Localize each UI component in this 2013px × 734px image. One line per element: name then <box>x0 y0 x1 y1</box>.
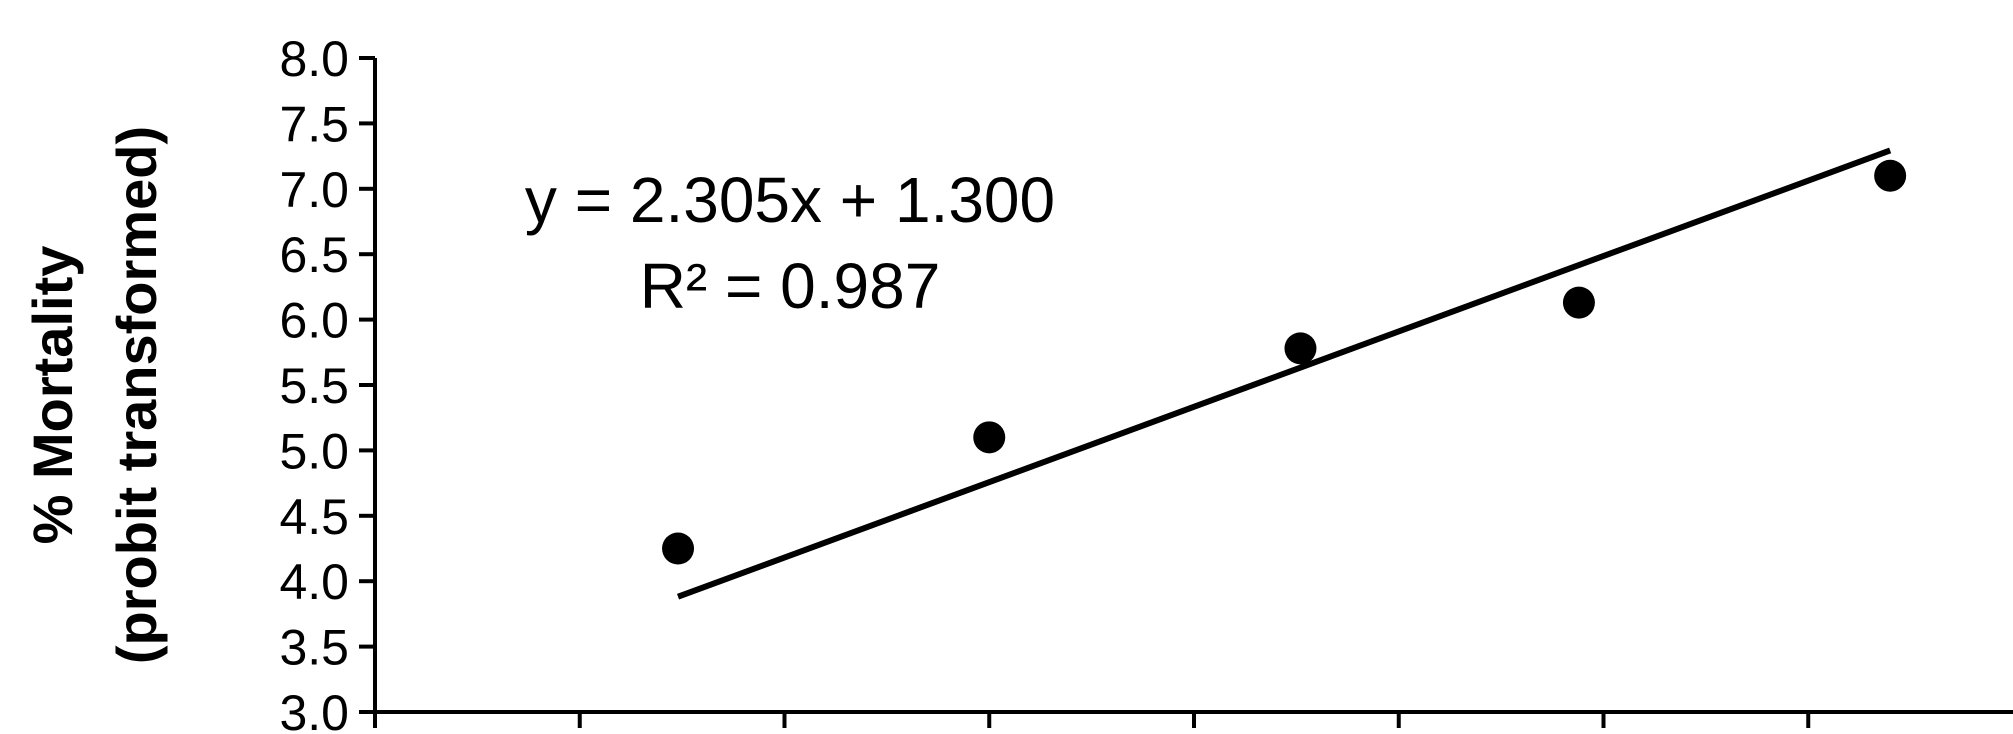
data-point <box>1874 159 1907 192</box>
y-ticks: 8.0 7.5 7.0 6.5 6.0 5.5 5.0 4.5 4.0 3.5 3.0 <box>279 31 375 734</box>
data-point <box>1284 332 1317 365</box>
data-point <box>1562 286 1595 319</box>
trendline-equation: y = 2.305x + 1.300 <box>525 164 1055 236</box>
axes <box>373 58 2013 714</box>
y-tick-label: 5.0 <box>279 423 349 479</box>
y-tick-label: 6.5 <box>279 227 349 283</box>
y-tick-label: 3.5 <box>279 620 349 676</box>
data-points <box>662 159 1907 565</box>
y-tick-label: 5.5 <box>279 358 349 414</box>
y-tick-label: 8.0 <box>279 31 349 87</box>
y-tick-label: 7.5 <box>279 96 349 152</box>
y-axis-label-line2: (probit transformed) <box>105 126 168 664</box>
y-tick-label: 3.0 <box>279 685 349 734</box>
y-tick-label: 4.5 <box>279 489 349 545</box>
data-point <box>973 421 1006 454</box>
trendline-group <box>676 147 1892 600</box>
data-point <box>662 532 695 565</box>
y-axis-label-line1: % Mortality <box>21 246 84 545</box>
y-tick-label: 4.0 <box>279 554 349 610</box>
x-ticks <box>373 712 1811 728</box>
r-squared-label: R² = 0.987 <box>640 250 941 322</box>
y-tick-label: 7.0 <box>279 162 349 218</box>
trendline <box>676 147 1892 600</box>
y-tick-label: 6.0 <box>279 293 349 349</box>
y-axis-label: % Mortality (probit transformed) <box>21 126 168 664</box>
